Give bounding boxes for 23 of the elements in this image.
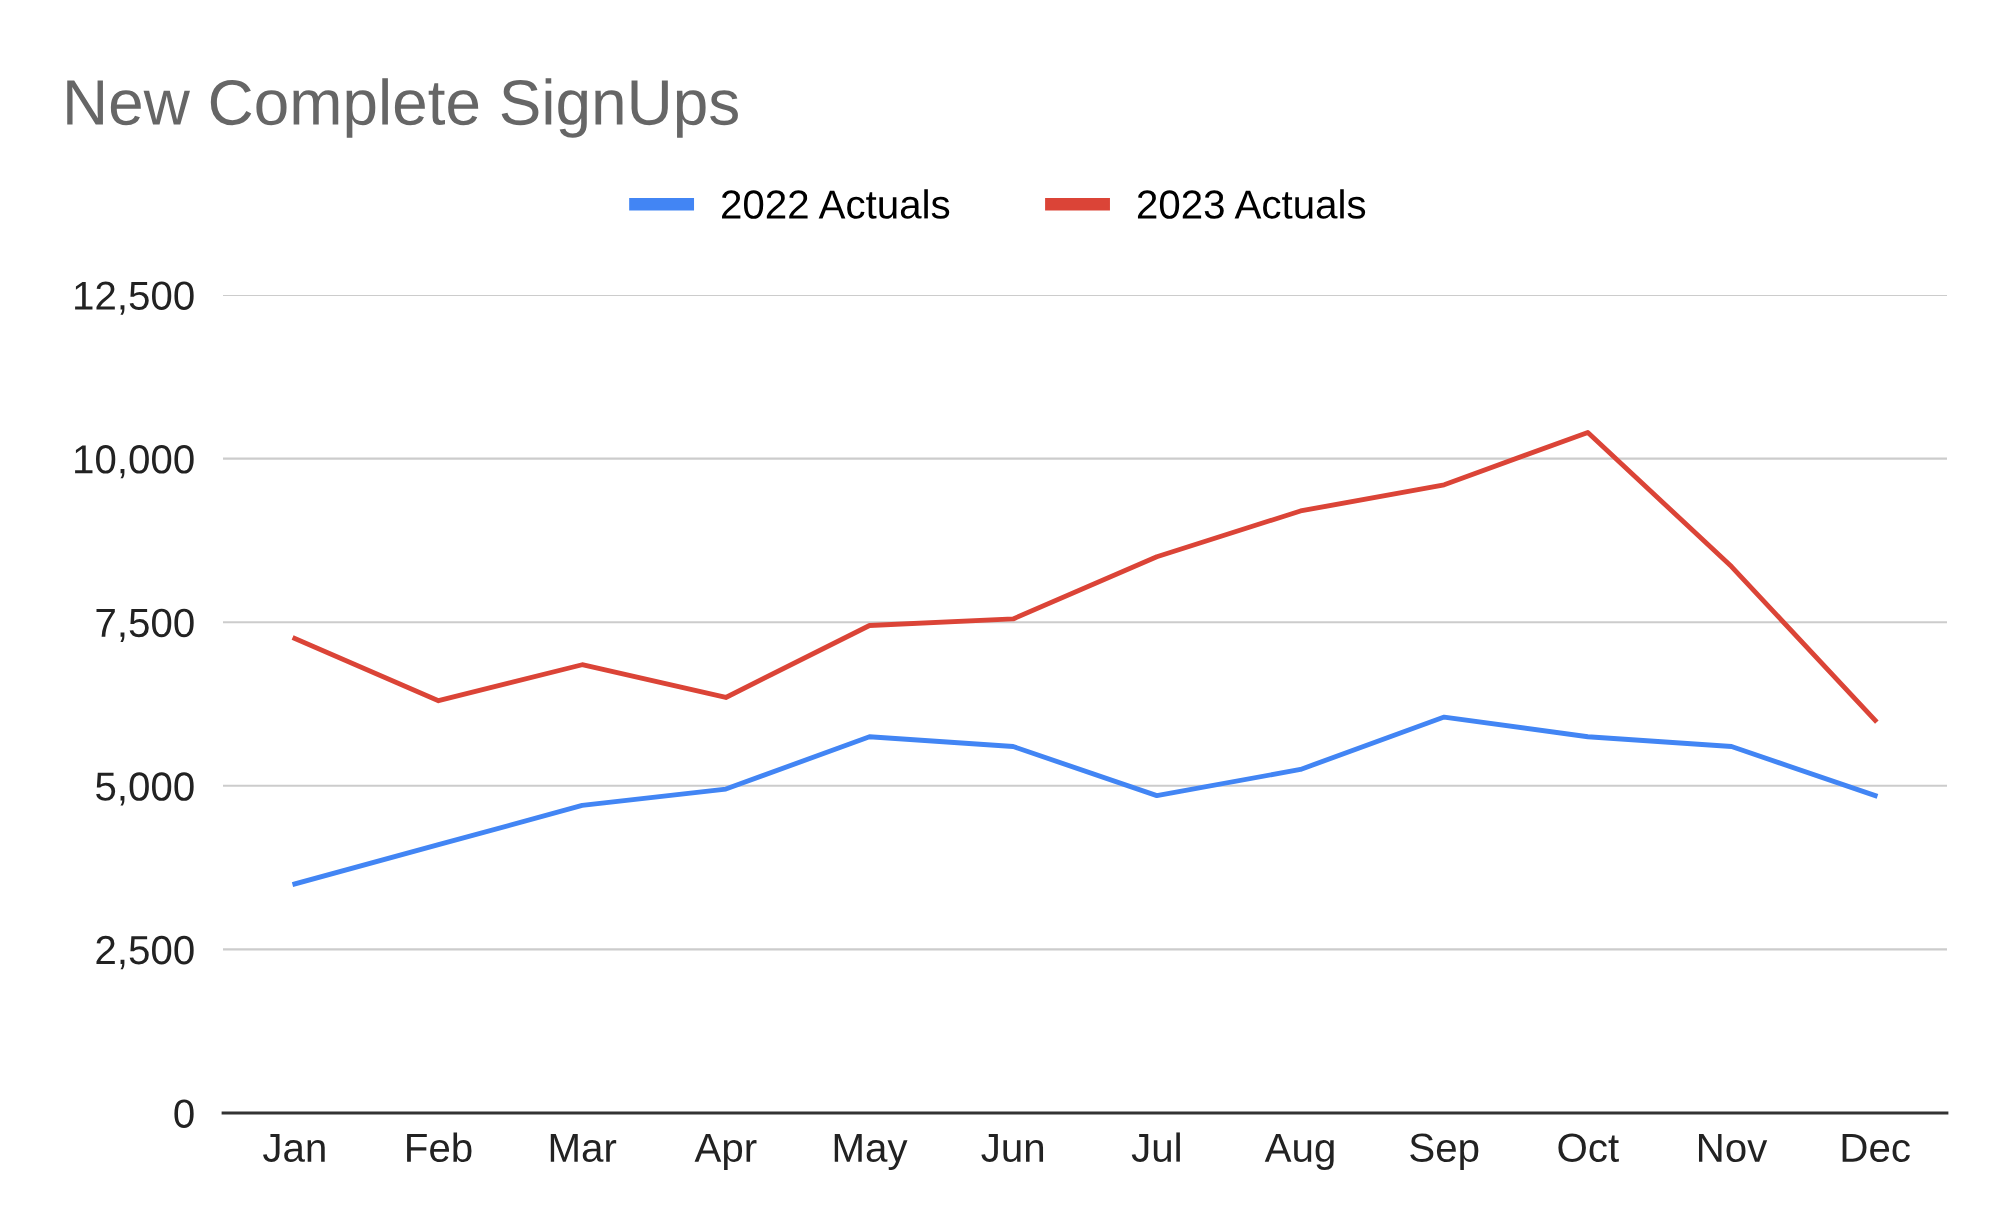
legend-label: 2023 Actuals <box>1137 189 1366 219</box>
line-series <box>292 714 1878 887</box>
y-tick-label: 5,000 <box>96 772 194 806</box>
y-tick-label: 10,000 <box>75 445 194 479</box>
legend-label: 2022 Actuals <box>722 189 950 219</box>
x-tick-label: Jan <box>263 1133 325 1163</box>
x-tick-label: Sep <box>1410 1133 1479 1170</box>
x-tick-label: Feb <box>407 1132 472 1163</box>
y-tick-label: 2,500 <box>96 935 194 970</box>
x-tick-label: Mar <box>550 1133 617 1163</box>
x-tick-label: Oct <box>1558 1133 1619 1163</box>
y-tick-label: 12,500 <box>75 281 194 315</box>
x-tick-label: Jun <box>981 1133 1044 1163</box>
line-series <box>292 429 1878 723</box>
x-tick-label: Nov <box>1698 1133 1768 1163</box>
chart-title: New Complete SignUps <box>67 78 738 138</box>
x-tick-label: Apr <box>694 1133 757 1170</box>
x-tick-label: May <box>834 1133 908 1170</box>
x-tick-label: Aug <box>1264 1133 1334 1170</box>
x-tick-label: Dec <box>1842 1133 1910 1163</box>
y-tick-label: 7,500 <box>96 608 194 642</box>
y-tick-label: 0 <box>174 1099 194 1128</box>
x-tick-label: Jul <box>1131 1132 1180 1163</box>
